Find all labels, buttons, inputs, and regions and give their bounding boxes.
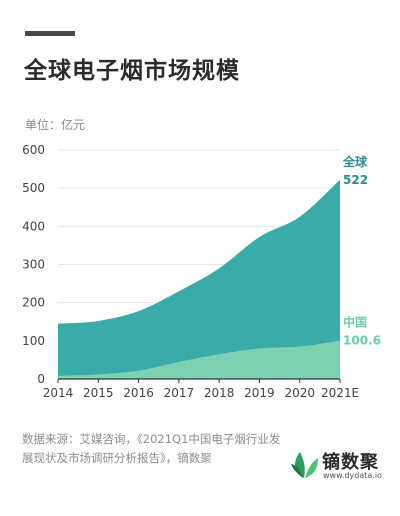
y-tick-label: 500 [22, 181, 45, 195]
x-tick-label: 2019 [244, 386, 275, 400]
x-tick-label: 2020 [284, 386, 315, 400]
y-tick-label: 200 [22, 296, 45, 310]
area-series-china [58, 340, 340, 379]
source-note: 数据来源：艾媒咨询，《2021Q1中国电子烟行业发展现状及市场调研分析报告》，镝… [22, 432, 281, 465]
x-tick-label: 2017 [164, 386, 195, 400]
y-tick-label: 100 [22, 334, 45, 348]
x-tick-label: 2021E [321, 386, 359, 400]
area-series-global [58, 179, 340, 379]
x-tick-label: 2014 [43, 386, 74, 400]
title-accent-bar [25, 31, 75, 36]
brand-logo: 镝数聚 www.dydata.io [290, 448, 395, 488]
brand-url: www.dydata.io [323, 471, 382, 480]
x-tick-label: 2016 [123, 386, 154, 400]
x-tick-label: 2015 [83, 386, 114, 400]
brand-name: 镝数聚 [322, 452, 379, 473]
page-title: 全球电子烟市场规模 [24, 58, 240, 84]
y-tick-label: 600 [22, 143, 45, 157]
series-end-value-label: 522 [343, 173, 368, 187]
y-tick-label: 0 [37, 372, 45, 386]
series-end-value-label: 100.6 [343, 334, 381, 348]
leaf-logo-icon [291, 452, 318, 478]
y-tick-label: 400 [22, 219, 45, 233]
series-name-label: 全球 [342, 154, 368, 169]
y-tick-label: 300 [22, 258, 45, 272]
unit-label: 单位：亿元 [25, 118, 86, 132]
series-name-label: 中国 [343, 315, 367, 330]
area-chart: 0 100 200 300 400 500 600 全球 522 中国 100.6 2014 2015 2… [22, 143, 381, 400]
x-tick-label: 2018 [204, 386, 235, 400]
